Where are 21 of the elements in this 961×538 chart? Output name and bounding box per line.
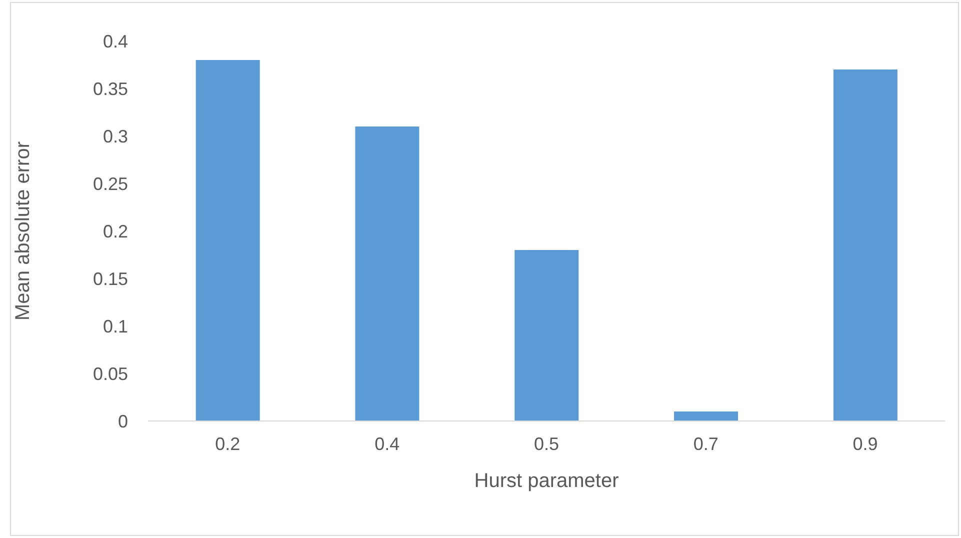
y-tick-label: 0.4: [102, 31, 128, 52]
x-tick-label: 0.2: [215, 434, 240, 454]
y-tick-label: 0.05: [92, 364, 128, 384]
x-axis-title: Hurst parameter: [474, 470, 620, 492]
y-tick-label: 0.1: [102, 316, 128, 336]
bar: [674, 412, 738, 421]
y-tick-label: 0.2: [102, 221, 128, 242]
y-tick-label: 0.3: [102, 126, 128, 146]
bar: [196, 60, 260, 421]
x-tick-label: 0.5: [534, 434, 560, 454]
x-tick-label: 0.9: [852, 434, 878, 454]
y-tick-label: 0.35: [92, 78, 128, 99]
y-tick-label: 0.25: [92, 174, 128, 194]
bar: [514, 250, 579, 421]
x-tick-label: 0.4: [374, 434, 400, 454]
x-tick-label: 0.7: [693, 434, 718, 454]
y-tick-label: 0: [118, 411, 128, 432]
bar: [833, 70, 898, 421]
y-tick-label: 0.15: [92, 268, 128, 289]
bar: [355, 126, 420, 421]
y-axis-title: Mean absolute error: [12, 141, 34, 320]
